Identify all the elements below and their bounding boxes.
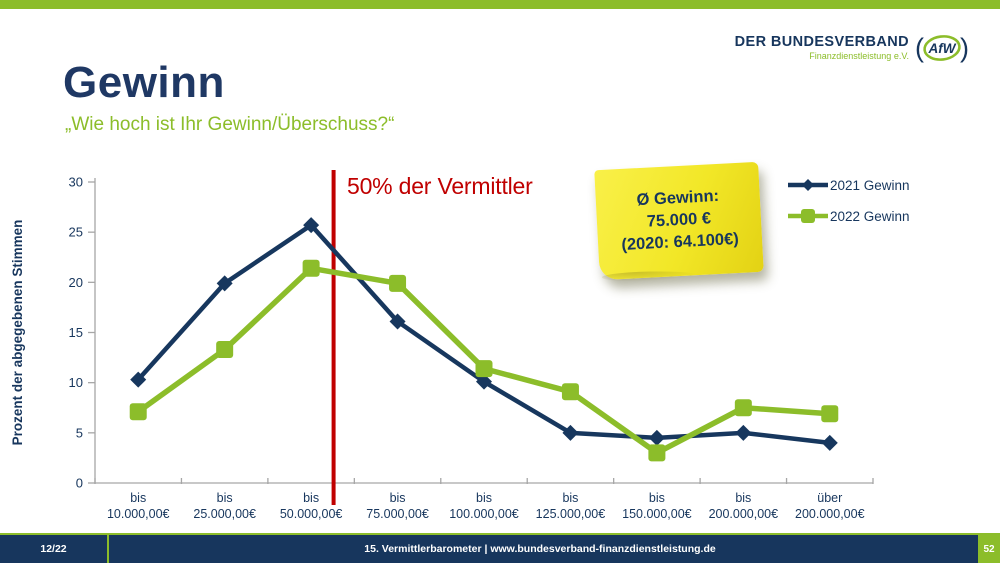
data-point-square bbox=[129, 403, 147, 421]
legend-marker-icon bbox=[788, 209, 828, 223]
afw-paren-open: ( bbox=[915, 33, 924, 63]
x-category-label: 10.000,00€ bbox=[107, 507, 170, 521]
data-point-diamond bbox=[821, 434, 838, 451]
footer-separator bbox=[107, 535, 109, 563]
x-category-label: bis bbox=[649, 491, 665, 505]
logo: DER BUNDESVERBAND Finanzdienstleistung e… bbox=[735, 33, 970, 65]
data-point-square bbox=[475, 360, 493, 378]
afw-text: AfW bbox=[928, 41, 957, 56]
threshold-label: 50% der Vermittler bbox=[347, 173, 533, 199]
legend-label: 2021 Gewinn bbox=[830, 177, 910, 193]
x-category-label: 75.000,00€ bbox=[366, 507, 429, 521]
data-point-diamond bbox=[303, 217, 320, 234]
data-point-square bbox=[821, 405, 839, 423]
x-category-label: 150.000,00€ bbox=[622, 507, 692, 521]
data-point-diamond bbox=[562, 424, 579, 441]
footer-page-number: 52 bbox=[978, 535, 1000, 563]
x-category-label: bis bbox=[390, 491, 406, 505]
data-point-square bbox=[648, 444, 666, 462]
sticky-note: Ø Gewinn: 75.000 € (2020: 64.100€) bbox=[594, 161, 764, 281]
y-tick-label: 25 bbox=[69, 225, 83, 240]
data-point-diamond bbox=[648, 429, 665, 446]
x-category-label: 25.000,00€ bbox=[193, 507, 256, 521]
sticky-note-line: (2020: 64.100€) bbox=[620, 229, 740, 254]
afw-logo-icon: ( AfW ) bbox=[915, 33, 969, 63]
afw-paren-close: ) bbox=[960, 33, 969, 63]
y-tick-label: 15 bbox=[69, 325, 83, 340]
x-category-label: bis bbox=[217, 491, 233, 505]
y-tick-label: 30 bbox=[69, 175, 83, 190]
data-point-square bbox=[734, 399, 752, 417]
data-point-diamond bbox=[735, 424, 752, 441]
x-category-label: bis bbox=[130, 491, 146, 505]
footer-source-text: 15. Vermittlerbarometer | www.bundesverb… bbox=[364, 543, 716, 555]
logo-org-subname: Finanzdienstleistung e.V. bbox=[809, 51, 909, 61]
x-category-label: bis bbox=[735, 491, 751, 505]
footer-date: 12/22 bbox=[40, 543, 67, 555]
legend-diamond bbox=[802, 179, 814, 191]
data-point-diamond bbox=[389, 313, 406, 330]
data-point-square bbox=[561, 383, 579, 401]
legend-label: 2022 Gewinn bbox=[830, 208, 910, 224]
y-tick-label: 0 bbox=[76, 476, 83, 491]
logo-text: DER BUNDESVERBAND Finanzdienstleistung e… bbox=[735, 34, 909, 61]
x-category-label: 50.000,00€ bbox=[280, 507, 343, 521]
legend-item: 2022 Gewinn bbox=[788, 207, 910, 225]
x-category-label: 200.000,00€ bbox=[795, 507, 865, 521]
x-category-label: bis bbox=[562, 491, 578, 505]
x-category-label: über bbox=[817, 491, 842, 505]
x-category-label: 125.000,00€ bbox=[536, 507, 606, 521]
series-2022-gewinn bbox=[129, 259, 839, 462]
data-point-square bbox=[302, 259, 320, 277]
top-accent-bar bbox=[0, 0, 1000, 9]
y-axis-title: Prozent der abgegebenen Stimmen bbox=[10, 220, 25, 446]
x-category-label: bis bbox=[476, 491, 492, 505]
x-category-label: bis bbox=[303, 491, 319, 505]
data-point-diamond bbox=[130, 371, 147, 388]
logo-org-name: DER BUNDESVERBAND bbox=[734, 34, 909, 50]
y-tick-label: 20 bbox=[69, 275, 83, 290]
footer: 12/22 15. Vermittlerbarometer | www.bund… bbox=[0, 533, 1000, 563]
y-tick-label: 5 bbox=[76, 425, 83, 440]
x-category-label: 100.000,00€ bbox=[449, 507, 519, 521]
legend-marker-icon bbox=[788, 179, 828, 191]
afw-ellipse bbox=[923, 35, 961, 61]
data-point-diamond bbox=[476, 373, 492, 390]
legend-item: 2021 Gewinn bbox=[788, 176, 910, 194]
page-subtitle: „Wie hoch ist Ihr Gewinn/Überschuss?“ bbox=[65, 114, 395, 135]
chart-legend: 2021 Gewinn 2022 Gewinn bbox=[788, 176, 910, 225]
legend-square bbox=[801, 209, 815, 223]
x-category-label: 200.000,00€ bbox=[709, 507, 779, 521]
page-title: Gewinn bbox=[63, 58, 225, 107]
series-2021-gewinn bbox=[130, 217, 838, 451]
data-point-diamond bbox=[216, 275, 233, 292]
y-tick-label: 10 bbox=[69, 375, 83, 390]
data-point-square bbox=[389, 274, 407, 292]
data-point-square bbox=[216, 341, 234, 359]
